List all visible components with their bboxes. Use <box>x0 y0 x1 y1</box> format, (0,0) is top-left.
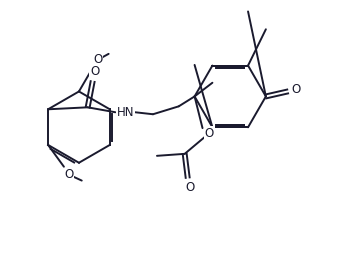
Text: O: O <box>291 83 300 96</box>
Text: O: O <box>64 168 73 181</box>
Text: O: O <box>205 127 214 140</box>
Text: O: O <box>90 65 99 78</box>
Text: O: O <box>185 181 194 194</box>
Text: HN: HN <box>117 106 134 119</box>
Text: O: O <box>93 53 102 66</box>
